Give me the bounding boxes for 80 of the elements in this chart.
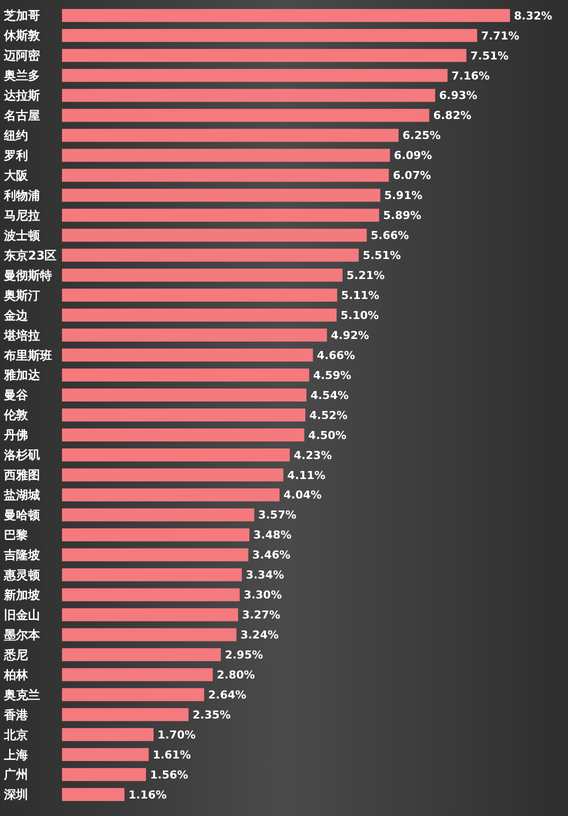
data-label: 3.24%	[240, 628, 279, 642]
data-label: 3.30%	[244, 588, 282, 602]
data-label: 3.48%	[253, 528, 292, 542]
y-tick-label: 广州	[3, 768, 28, 782]
y-tick-label: 曼哈顿	[3, 508, 41, 522]
y-tick-label: 伦敦	[3, 408, 29, 422]
y-tick-label: 盐湖城	[3, 488, 40, 502]
data-label: 7.51%	[470, 49, 509, 62]
y-tick-label: 迈阿密	[3, 48, 41, 63]
data-label: 2.35%	[192, 708, 231, 722]
data-label: 6.93%	[439, 89, 478, 102]
data-label: 3.57%	[258, 508, 296, 522]
y-tick-label: 新加坡	[3, 588, 41, 602]
data-label: 2.64%	[208, 688, 246, 702]
y-tick-label: 达拉斯	[3, 88, 40, 103]
y-tick-label: 奥兰多	[3, 68, 40, 83]
data-label: 1.16%	[128, 788, 167, 802]
y-tick-label: 马尼拉	[4, 208, 40, 222]
data-label: 5.51%	[362, 249, 401, 262]
data-label: 2.95%	[224, 648, 264, 662]
data-label: 4.50%	[308, 428, 346, 442]
y-tick-label: 东京23区	[3, 248, 57, 262]
data-label: 6.09%	[394, 149, 432, 162]
data-label: 5.66%	[370, 229, 409, 242]
y-tick-label: 休斯敦	[3, 28, 41, 43]
data-label: 7.16%	[452, 69, 490, 82]
data-label: 3.46%	[252, 548, 290, 562]
data-label: 8.32%	[514, 9, 552, 22]
data-label: 5.10%	[340, 308, 379, 322]
data-label: 4.23%	[294, 448, 332, 462]
data-label: 4.59%	[313, 368, 352, 382]
y-tick-label: 罗利	[3, 148, 28, 163]
y-tick-label: 曼谷	[3, 388, 29, 402]
y-tick-label: 布里斯班	[3, 348, 52, 362]
y-tick-label: 北京	[3, 728, 28, 742]
y-tick-label: 上海	[3, 748, 28, 762]
data-label: 4.11%	[287, 468, 326, 482]
data-label: 5.11%	[341, 288, 380, 302]
data-label: 4.52%	[309, 408, 348, 422]
data-label: 3.34%	[246, 568, 284, 582]
y-tick-label: 金边	[3, 308, 29, 322]
y-tick-label: 柏林	[3, 668, 29, 682]
y-tick-label: 吉隆坡	[3, 548, 41, 562]
y-tick-label: 奥克兰	[3, 688, 40, 702]
data-label: 6.25%	[402, 129, 441, 142]
y-tick-label: 名古屋	[3, 108, 40, 123]
y-tick-label: 惠灵顿	[3, 568, 41, 582]
y-tick-label: 大阪	[4, 168, 29, 182]
data-label: 4.66%	[316, 348, 356, 362]
y-tick-label: 深圳	[3, 788, 28, 802]
y-tick-label: 西雅图	[3, 468, 40, 482]
data-label: 5.21%	[346, 269, 385, 282]
y-tick-label: 洛杉矶	[3, 448, 40, 462]
y-tick-label: 纽约	[3, 128, 28, 143]
y-tick-label: 香港	[3, 708, 29, 722]
data-label: 5.89%	[383, 209, 422, 222]
data-label: 3.27%	[242, 608, 280, 622]
y-tick-label: 雅加达	[3, 368, 41, 382]
data-label: 1.61%	[152, 748, 191, 762]
data-label: 1.56%	[150, 768, 188, 782]
data-label: 5.91%	[384, 189, 422, 202]
y-tick-label: 堪培拉	[3, 328, 40, 342]
y-tick-label: 芝加哥	[3, 8, 40, 23]
y-tick-label: 丹佛	[3, 428, 28, 442]
y-tick-label: 曼彻斯特	[3, 268, 52, 282]
y-tick-label: 悉尼	[3, 648, 28, 662]
y-tick-label: 奥斯汀	[3, 288, 40, 302]
data-label: 1.70%	[158, 728, 196, 742]
data-label: 4.54%	[310, 388, 349, 402]
data-label: 4.04%	[284, 488, 322, 502]
data-label: 4.92%	[330, 328, 370, 342]
data-label: 6.82%	[433, 109, 472, 122]
data-label: 2.80%	[216, 668, 255, 682]
y-tick-label: 旧金山	[4, 608, 40, 622]
y-tick-label: 巴黎	[4, 528, 28, 542]
y-tick-label: 波士顿	[3, 228, 41, 242]
y-tick-label: 墨尔本	[3, 628, 41, 642]
data-label: 7.71%	[481, 29, 520, 42]
y-tick-label: 利物浦	[3, 188, 40, 202]
data-label: 6.07%	[392, 169, 432, 182]
